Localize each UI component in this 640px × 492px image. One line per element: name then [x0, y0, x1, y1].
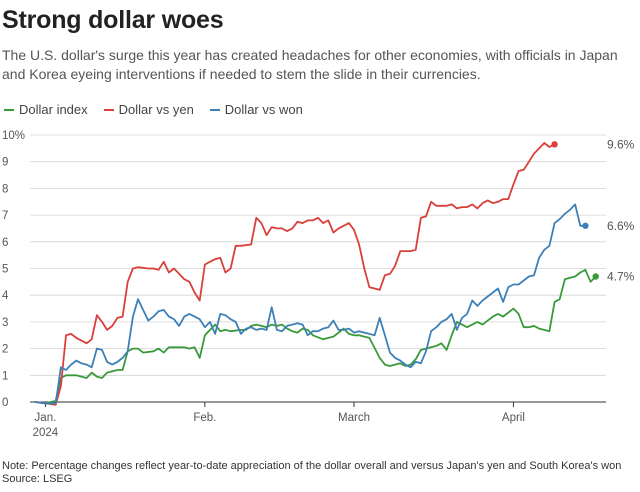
chart-note: Note: Percentage changes reflect year-to…: [2, 460, 622, 472]
legend-swatch-dollar-vs-yen: [103, 108, 114, 111]
x-tick-sublabel-0: 2024: [33, 427, 59, 439]
chart-title: Strong dollar woes: [2, 6, 224, 34]
y-tick-label-3: 3: [2, 317, 8, 329]
chart-subtitle: The U.S. dollar's surge this year has cr…: [2, 47, 618, 82]
x-tick-label-3: April: [502, 412, 525, 424]
legend-item-dollar-vs-yen: Dollar vs yen: [103, 102, 194, 117]
end-marker-dollar-vs-yen: [551, 141, 558, 148]
y-tick-label-10: 10%: [2, 130, 25, 142]
x-tick-label-2: March: [338, 412, 370, 424]
end-marker-dollar-index: [592, 273, 599, 280]
legend-item-dollar-vs-won: Dollar vs won: [209, 102, 303, 117]
y-tick-label-7: 7: [2, 210, 8, 222]
y-tick-label-5: 5: [2, 264, 8, 276]
end-marker-dollar-vs-won: [582, 222, 589, 229]
legend-item-dollar-index: Dollar index: [4, 102, 88, 117]
y-tick-label-6: 6: [2, 237, 8, 249]
legend-swatch-dollar-index: [4, 108, 14, 111]
series-line-dollar-vs-yen: [34, 142, 556, 406]
y-tick-label-2: 2: [2, 344, 8, 356]
series-line-dollar-index: [34, 268, 597, 405]
legend: Dollar index Dollar vs yen Dollar vs won: [4, 102, 303, 117]
y-tick-label-4: 4: [2, 290, 9, 302]
x-tick-label-1: Feb.: [193, 412, 216, 424]
end-label-dollar-index: 4.7%: [607, 270, 635, 284]
legend-label-dollar-vs-yen: Dollar vs yen: [118, 102, 194, 117]
legend-label-dollar-vs-won: Dollar vs won: [224, 102, 303, 117]
x-tick-label-0: Jan.: [35, 412, 57, 424]
y-tick-label-8: 8: [2, 183, 8, 195]
line-chart: 0 1 2 3 4 5 6 7 8 9 10% Jan. 2024 Feb. March April 4.7% 9…: [2, 130, 635, 439]
end-label-dollar-vs-yen: 9.6%: [607, 137, 635, 151]
legend-label-dollar-index: Dollar index: [19, 102, 88, 117]
y-tick-label-0: 0: [2, 397, 8, 409]
y-tick-label-1: 1: [2, 370, 8, 382]
y-tick-label-9: 9: [2, 157, 8, 169]
end-label-dollar-vs-won: 6.6%: [607, 219, 635, 233]
series-line-dollar-vs-won: [34, 203, 587, 405]
legend-swatch-dollar-vs-won: [209, 108, 220, 111]
chart-source: Source: LSEG: [2, 473, 73, 485]
